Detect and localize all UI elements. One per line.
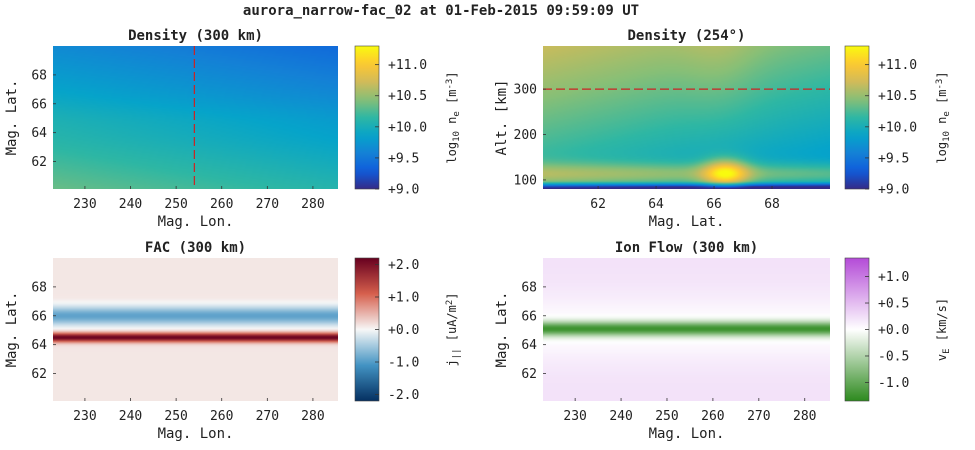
p1-x-tick-label: 280 [301, 197, 324, 212]
p3-title: FAC (300 km) [145, 240, 246, 256]
p1-x-tick-label: 230 [73, 197, 96, 212]
p1-x-tick-label: 240 [119, 197, 142, 212]
p2-y-tick-label: 200 [514, 128, 537, 143]
p1-x-tick-label: 260 [210, 197, 233, 212]
p1-y-tick-label: 64 [31, 126, 47, 141]
p3-y-tick-label: 62 [31, 367, 47, 382]
p3-colorbar-label: j|| [uA/m2] [445, 292, 462, 366]
p2-title: Density (254°) [627, 28, 745, 44]
p3-x-tick-label: 280 [301, 409, 324, 424]
p1-x-axis-label: Mag. Lon. [158, 214, 234, 230]
p2-colorbar-tick-label: +11.0 [878, 58, 917, 73]
p3-x-axis-label: Mag. Lon. [158, 426, 234, 442]
p4-y-axis-label: Mag. Lat. [494, 292, 510, 368]
p4-colorbar-tick-label: -0.5 [878, 349, 909, 364]
p4-x-tick-label: 280 [793, 409, 816, 424]
p3-y-tick-label: 64 [31, 338, 47, 353]
p2-x-tick-label: 66 [706, 197, 722, 212]
p3-colorbar-tick-label: -2.0 [388, 388, 419, 403]
p1-y-tick-label: 66 [31, 97, 47, 112]
p1-y-axis-label: Mag. Lat. [4, 80, 20, 156]
p4-x-tick-label: 270 [747, 409, 770, 424]
p4-x-axis-label: Mag. Lon. [649, 426, 725, 442]
p1-y-tick-label: 62 [31, 155, 47, 170]
p2-x-tick-label: 62 [590, 197, 606, 212]
p3-y-tick-label: 68 [31, 280, 47, 295]
p4-heatmap-image [543, 258, 830, 401]
p2-x-axis-label: Mag. Lat. [649, 214, 725, 230]
p3-colorbar-tick-label: +2.0 [388, 258, 419, 273]
p2-heatmap-image [543, 46, 830, 189]
p1-y-tick-label: 68 [31, 68, 47, 83]
p2-colorbar-tick-label: +10.5 [878, 89, 917, 104]
p3-x-tick-label: 230 [73, 409, 96, 424]
p1-colorbar-tick-label: +11.0 [388, 58, 427, 73]
p1-colorbar [354, 45, 380, 190]
p3-colorbar-tick-label: +1.0 [388, 291, 419, 306]
p1-heatmap-image [53, 46, 338, 189]
p1-panel: Density (300 km) 230 240 250 260 270 280 62 64 66… [4, 28, 462, 230]
p4-x-tick-label: 260 [701, 409, 724, 424]
p4-colorbar-label: vE [km/s] [935, 298, 952, 361]
p4-x-tick-label: 240 [609, 409, 632, 424]
p2-x-tick-label: 64 [648, 197, 664, 212]
figure-title: aurora_narrow-fac_02 at 01-Feb-2015 09:5… [243, 3, 639, 19]
p4-y-tick-label: 64 [521, 338, 537, 353]
p3-x-tick-label: 240 [119, 409, 142, 424]
p2-colorbar-tick-label: +9.0 [878, 183, 909, 198]
p3-x-tick-label: 270 [256, 409, 279, 424]
p3-heatmap-image [53, 258, 338, 401]
p1-colorbar-tick-label: +10.5 [388, 89, 427, 104]
p2-y-tick-label: 300 [514, 83, 537, 98]
p2-colorbar-tick-label: +10.0 [878, 120, 917, 135]
p2-y-tick-label: 100 [514, 173, 537, 188]
p2-colorbar-label: log10 ne [m-3] [935, 71, 952, 163]
p3-x-tick-label: 250 [164, 409, 187, 424]
p1-x-tick-label: 270 [256, 197, 279, 212]
p2-colorbar [844, 45, 870, 190]
p3-y-tick-label: 66 [31, 309, 47, 324]
p1-colorbar-tick-label: +10.0 [388, 120, 427, 135]
p4-title: Ion Flow (300 km) [615, 240, 758, 256]
p4-panel: Ion Flow (300 km) 230 240 250 260 270 280 62 64 6… [494, 240, 952, 442]
p4-y-tick-label: 68 [521, 280, 537, 295]
p2-x-tick-label: 68 [764, 197, 780, 212]
p1-colorbar-tick-label: +9.5 [388, 151, 419, 166]
p4-colorbar-tick-label: +1.0 [878, 270, 909, 285]
p2-colorbar-tick-label: +9.5 [878, 151, 909, 166]
p3-y-axis-label: Mag. Lat. [4, 292, 20, 368]
p3-colorbar-tick-label: -1.0 [388, 356, 419, 371]
p4-colorbar-tick-label: -1.0 [878, 376, 909, 391]
p1-title: Density (300 km) [128, 28, 263, 44]
p1-colorbar-label: log10 ne [m-3] [445, 71, 462, 163]
p1-colorbar-tick-label: +9.0 [388, 183, 419, 198]
p1-x-tick-label: 250 [164, 197, 187, 212]
p3-colorbar-tick-label: +0.0 [388, 323, 419, 338]
p2-y-axis-label: Alt. [km] [494, 80, 510, 156]
p4-colorbar-tick-label: +0.5 [878, 297, 909, 312]
p2-panel: Density (254°) 62 64 66 68 100 200 300 Mag. Lat.… [494, 28, 952, 230]
p3-x-tick-label: 260 [210, 409, 233, 424]
p4-y-tick-label: 62 [521, 367, 537, 382]
p3-panel: FAC (300 km) 230 240 250 260 270 280 62 64 66 68 Ma… [4, 240, 462, 442]
p4-x-tick-label: 230 [563, 409, 586, 424]
p4-x-tick-label: 250 [655, 409, 678, 424]
p4-colorbar-tick-label: +0.0 [878, 323, 909, 338]
p4-y-tick-label: 66 [521, 309, 537, 324]
